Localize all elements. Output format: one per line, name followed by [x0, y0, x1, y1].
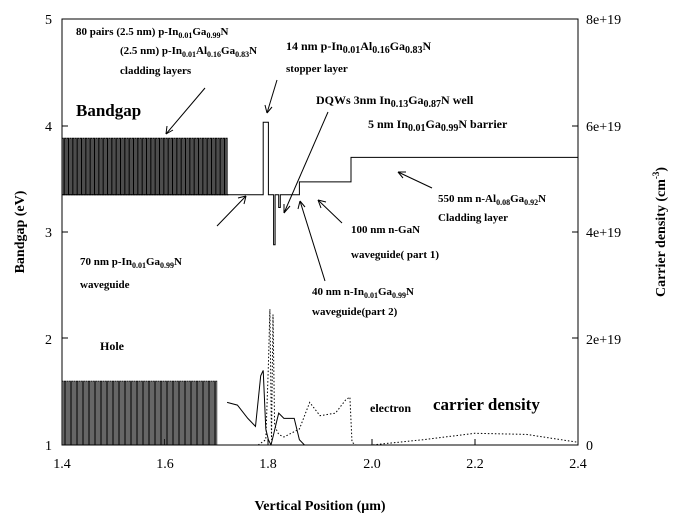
annotation-stopper-2: stopper layer	[286, 63, 348, 75]
annotation-p-waveguide-2: waveguide	[80, 279, 130, 291]
y-axis-left: 1 2 3 4 5	[45, 13, 68, 454]
annotation-n-cladding-2: Cladding layer	[438, 212, 508, 224]
y2-tick-label: 2e+19	[586, 333, 621, 348]
label-carrier-density: carrier density	[433, 395, 540, 414]
bandgap-superlattice	[62, 137, 229, 196]
y2-tick-label: 4e+19	[586, 226, 621, 241]
y-tick-label: 2	[45, 333, 52, 348]
x-axis-title: Vertical Position (μm)	[254, 499, 385, 514]
x-tick-label: 2.2	[466, 457, 484, 472]
annotation-superlattice: 80 pairs (2.5 nm) p-In0.01Ga0.99N	[76, 26, 228, 40]
label-electron: electron	[370, 401, 411, 415]
x-tick-label: 2.0	[363, 457, 381, 472]
annotation-arrows	[165, 79, 433, 282]
annotation-n-cladding: 550 nm n-Al0.08Ga0.92N	[438, 193, 546, 207]
y-axis-title: Bandgap (eV)	[13, 190, 28, 273]
y-tick-label: 4	[45, 120, 52, 135]
hole-superlattice	[62, 380, 218, 445]
annotation-cladding: cladding layers	[120, 65, 192, 77]
y-tick-label: 5	[45, 13, 52, 28]
y-tick-label: 3	[45, 226, 52, 241]
annotation-stopper: 14 nm p-In0.01Al0.16Ga0.83N	[286, 39, 432, 56]
annotation-n-waveguide-2: waveguide(part 2)	[312, 306, 398, 318]
x-tick-label: 2.4	[569, 457, 587, 472]
y-tick-label: 1	[45, 439, 52, 454]
label-hole: Hole	[100, 339, 125, 353]
annotation-p-waveguide: 70 nm p-In0.01Ga0.99N	[80, 256, 182, 270]
y-axis-right: 0 2e+19 4e+19 6e+19 8e+19	[572, 13, 621, 454]
annotation-barrier: 5 nm In0.01Ga0.99N barrier	[368, 117, 508, 134]
annotation-dqw: DQWs 3nm In0.13Ga0.87N well	[316, 93, 474, 110]
annotation-n-gan-2: waveguide( part 1)	[351, 249, 439, 261]
annotation-n-waveguide: 40 nm n-In0.01Ga0.99N	[312, 286, 414, 300]
series-line-hole	[226, 370, 578, 445]
series-line-electron	[257, 309, 578, 445]
y2-tick-label: 6e+19	[586, 120, 621, 135]
y2-tick-label: 8e+19	[586, 13, 621, 28]
x-axis: 1.4 1.6 1.8 2.0 2.2 2.4	[53, 439, 587, 472]
series-line-bandgap	[62, 121, 578, 246]
annotation-n-gan: 100 nm n-GaN	[351, 224, 420, 236]
annotation-superlattice-2: (2.5 nm) p-In0.01Al0.16Ga0.83N	[120, 45, 257, 59]
x-tick-label: 1.6	[156, 457, 174, 472]
x-tick-label: 1.8	[259, 457, 277, 472]
y2-tick-label: 0	[586, 439, 593, 454]
x-tick-label: 1.4	[53, 457, 71, 472]
label-bandgap: Bandgap	[76, 101, 141, 120]
y2-axis-title: Carrier density (cm-3)	[651, 167, 669, 297]
